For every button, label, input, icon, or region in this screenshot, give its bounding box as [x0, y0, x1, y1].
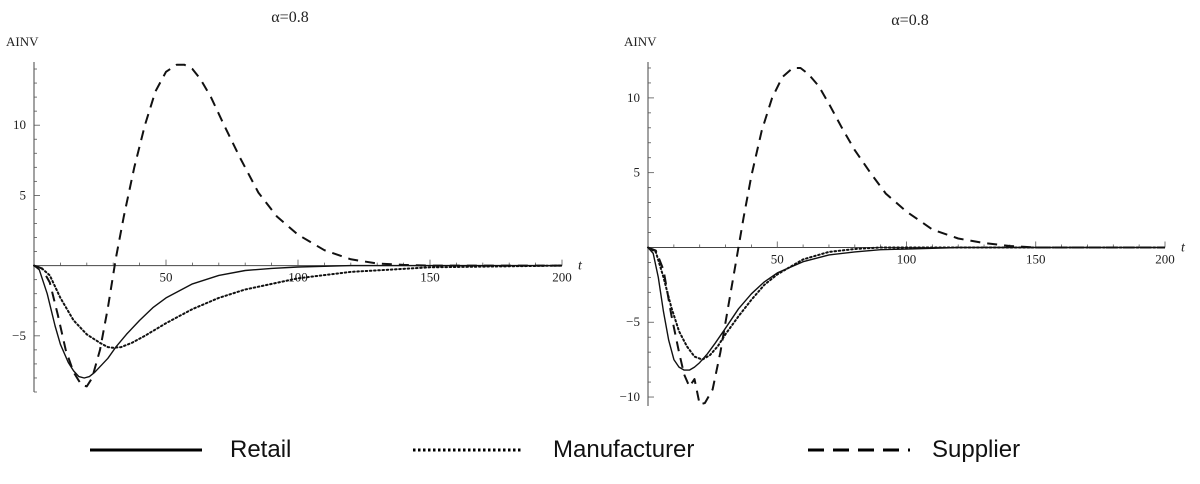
charts-canvas: α=0.8 50 100 150 200 −5 5 10 AINV t α=0.8 50 100 1… — [6, 9, 1186, 406]
y-tick-label: 5 — [634, 165, 641, 180]
legend-item-manufacturer: Manufacturer — [413, 425, 694, 475]
chart-title: α=0.8 — [271, 9, 308, 26]
series-line-manufacturer — [33, 264, 563, 349]
legend-item-supplier: Supplier — [808, 425, 1020, 475]
legend-item-retail: Retail — [90, 425, 291, 475]
x-tick-label: 150 — [1026, 251, 1046, 266]
y-tick-label: 5 — [20, 187, 27, 202]
y-tick-label: −5 — [626, 314, 640, 329]
x-tick-label: 100 — [288, 270, 308, 285]
x-axis-label: t — [1181, 240, 1186, 255]
x-tick-label: 50 — [771, 251, 784, 266]
legend-label: Manufacturer — [553, 436, 695, 463]
legend-swatch-dashed — [808, 448, 910, 452]
x-tick-label: 100 — [897, 251, 917, 266]
series-line-manufacturer — [647, 246, 1166, 361]
legend-swatch-solid — [90, 448, 202, 452]
series-line-supplier — [647, 67, 1165, 406]
y-axis-label: AINV — [624, 34, 657, 49]
y-tick-label: 10 — [13, 117, 26, 132]
series-line-supplier — [33, 63, 562, 388]
y-axis-label: AINV — [6, 34, 39, 49]
x-tick-label: 200 — [1155, 251, 1175, 266]
x-axis-label: t — [578, 259, 583, 274]
y-tick-label: −10 — [620, 389, 640, 404]
legend-label: Retail — [230, 436, 292, 463]
x-tick-label: 150 — [420, 270, 440, 285]
x-tick-label: 50 — [160, 270, 173, 285]
x-tick-label: 200 — [552, 270, 572, 285]
chart-title: α=0.8 — [891, 12, 928, 29]
legend-label: Supplier — [932, 436, 1021, 463]
legend-swatch-dotted — [413, 448, 521, 452]
series-line-retail — [647, 246, 1165, 371]
y-tick-label: −5 — [12, 328, 26, 343]
y-tick-label: 10 — [627, 90, 640, 105]
legend: Retail Manufacturer Supplier — [0, 425, 1200, 475]
chart-left: α=0.8 50 100 150 200 −5 5 10 AINV t — [6, 9, 583, 393]
chart-right: α=0.8 50 100 150 200 −10 −5 5 10 AINV t — [620, 12, 1186, 406]
